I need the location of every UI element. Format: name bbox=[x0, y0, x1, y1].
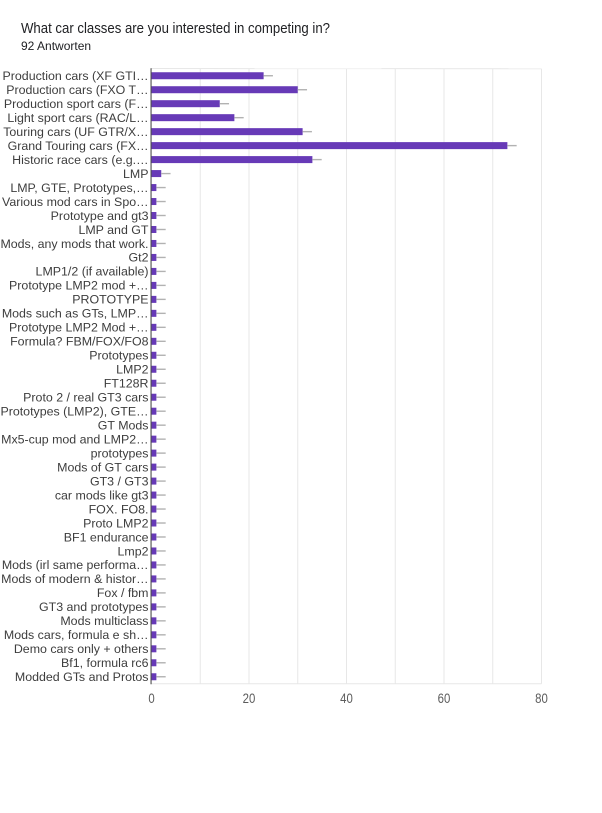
svg-text:FOX. FO8.: FOX. FO8. bbox=[89, 502, 149, 516]
svg-text:LMP and GT: LMP and GT bbox=[78, 223, 148, 237]
svg-text:Lmp2: Lmp2 bbox=[118, 544, 149, 558]
svg-text:Prototype and gt3: Prototype and gt3 bbox=[51, 209, 149, 223]
svg-text:Proto LMP2: Proto LMP2 bbox=[83, 516, 149, 530]
svg-text:Modded GTs and Protos: Modded GTs and Protos bbox=[15, 670, 149, 684]
svg-text:Gt2: Gt2 bbox=[129, 251, 149, 265]
svg-text:car mods like gt3: car mods like gt3 bbox=[55, 488, 149, 502]
svg-text:Fox / fbm: Fox / fbm bbox=[97, 586, 149, 600]
svg-text:Grand Touring cars (FX…: Grand Touring cars (FX… bbox=[8, 139, 149, 153]
svg-text:Various mod cars in Spo…: Various mod cars in Spo… bbox=[2, 195, 148, 209]
svg-text:Production cars (XF GTI…: Production cars (XF GTI… bbox=[3, 69, 149, 83]
svg-text:Mx5-cup mod and LMP2…: Mx5-cup mod and LMP2… bbox=[1, 432, 148, 446]
svg-text:Mods cars, formula e sh…: Mods cars, formula e sh… bbox=[4, 628, 149, 642]
svg-text:80: 80 bbox=[535, 690, 548, 706]
svg-text:Mods of modern & histor…: Mods of modern & histor… bbox=[1, 572, 148, 586]
svg-text:prototypes: prototypes bbox=[91, 446, 149, 460]
svg-text:Mods of GT cars: Mods of GT cars bbox=[57, 460, 148, 474]
svg-text:Prototypes (LMP2), GTE…: Prototypes (LMP2), GTE… bbox=[0, 404, 148, 418]
svg-text:Prototype LMP2 mod +…: Prototype LMP2 mod +… bbox=[9, 279, 148, 293]
svg-text:Historic race cars (e.g.…: Historic race cars (e.g.… bbox=[12, 153, 148, 167]
svg-text:Proto 2 / real GT3 cars: Proto 2 / real GT3 cars bbox=[23, 391, 148, 405]
svg-text:Touring cars (UF GTR/X…: Touring cars (UF GTR/X… bbox=[3, 125, 148, 139]
svg-text:LMP1/2 (if available): LMP1/2 (if available) bbox=[36, 265, 149, 279]
svg-text:40: 40 bbox=[340, 690, 353, 706]
svg-text:BF1 endurance: BF1 endurance bbox=[64, 530, 149, 544]
svg-text:20: 20 bbox=[243, 690, 256, 706]
svg-text:GT Mods: GT Mods bbox=[98, 418, 149, 432]
svg-text:Prototype LMP2 Mod +…: Prototype LMP2 Mod +… bbox=[9, 321, 148, 335]
svg-text:Mods (irl same performa…: Mods (irl same performa… bbox=[2, 558, 149, 572]
svg-text:Mods such as GTs, LMP…: Mods such as GTs, LMP… bbox=[2, 307, 149, 321]
svg-text:Mods, any mods that work.: Mods, any mods that work. bbox=[0, 237, 148, 251]
svg-text:GT3 and prototypes: GT3 and prototypes bbox=[39, 600, 149, 614]
svg-text:Formula? FBM/FOX/FO8: Formula? FBM/FOX/FO8 bbox=[10, 335, 148, 349]
svg-text:Production sport cars (F…: Production sport cars (F… bbox=[4, 97, 149, 111]
svg-text:GT3 / GT3: GT3 / GT3 bbox=[90, 474, 149, 488]
svg-text:Bf1, formula rc6: Bf1, formula rc6 bbox=[61, 656, 149, 670]
svg-text:Demo cars only + others: Demo cars only + others bbox=[14, 642, 149, 656]
svg-text:92 Antworten: 92 Antworten bbox=[21, 39, 91, 53]
svg-text:PROTOTYPE: PROTOTYPE bbox=[72, 293, 148, 307]
svg-text:Light sport cars (RAC/L…: Light sport cars (RAC/L… bbox=[7, 111, 148, 125]
svg-text:Mods multiclass: Mods multiclass bbox=[60, 614, 148, 628]
svg-text:FT128R: FT128R bbox=[104, 377, 149, 391]
svg-text:0: 0 bbox=[148, 690, 154, 706]
svg-text:LMP2: LMP2 bbox=[116, 363, 148, 377]
svg-text:What car classes are you inter: What car classes are you interested in c… bbox=[21, 19, 330, 36]
svg-text:60: 60 bbox=[438, 690, 451, 706]
svg-text:Prototypes: Prototypes bbox=[89, 349, 148, 363]
svg-text:Production cars (FXO T…: Production cars (FXO T… bbox=[6, 83, 148, 97]
svg-text:LMP: LMP bbox=[123, 167, 148, 181]
svg-text:LMP, GTE, Prototypes,…: LMP, GTE, Prototypes,… bbox=[10, 181, 148, 195]
